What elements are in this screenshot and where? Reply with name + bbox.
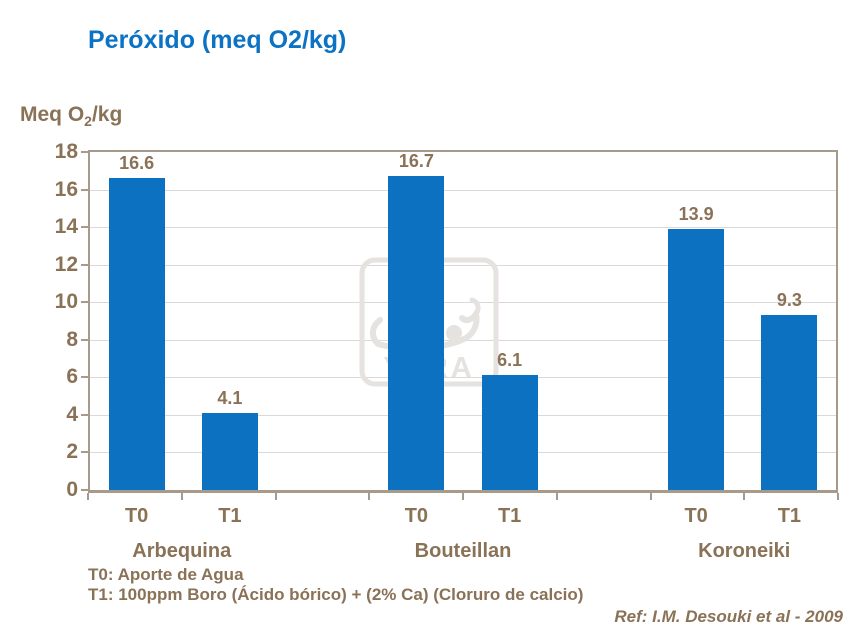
- bar-value-label: 4.1: [217, 388, 243, 409]
- reference-note: Ref: I.M. Desouki et al - 2009: [614, 607, 843, 626]
- y-axis-tick: [81, 489, 88, 491]
- x-axis-tick: [368, 493, 371, 500]
- gridline: [90, 189, 836, 191]
- page-title: Peróxido (meq O2/kg): [88, 26, 347, 54]
- x-axis-tick: [180, 493, 183, 500]
- gridline: [90, 452, 836, 454]
- bar-value-label: 16.7: [398, 151, 434, 172]
- x-axis-tick: [274, 493, 277, 500]
- y-axis-unit-post: /kg: [91, 103, 123, 126]
- x-tick-label-t0: T0: [404, 505, 429, 527]
- x-tick-label-t1: T1: [497, 505, 522, 527]
- y-axis-unit-label: Meq O2/kg: [20, 103, 122, 129]
- y-axis-tick: [81, 263, 88, 266]
- y-axis-tick: [81, 151, 88, 153]
- x-axis-tick: [462, 493, 464, 500]
- y-tick-label: 4: [66, 402, 78, 426]
- y-axis-tick: [81, 413, 88, 416]
- y-tick-label: 14: [54, 215, 78, 239]
- x-tick-label-t0: T0: [684, 505, 708, 527]
- x-axis-tick: [555, 493, 558, 500]
- y-axis-tick: [81, 188, 88, 191]
- x-tick-label-t1: T1: [777, 505, 802, 527]
- y-axis-unit-pre: Meq O: [20, 103, 85, 126]
- x-tick-label-t1: T1: [218, 505, 242, 527]
- gridline: [90, 414, 836, 416]
- footnotes: T0: Aporte de Agua T1: 100ppm Boro (Ácid…: [88, 565, 583, 605]
- gridline: [90, 264, 836, 266]
- plot-area: YARA 16.64.116.76.113.99.3: [88, 150, 838, 493]
- gridline: [90, 302, 836, 304]
- group-label-koroneiki: Koroneiki: [698, 540, 791, 562]
- y-axis-tick: [81, 376, 88, 379]
- footnote-t1: T1: 100ppm Boro (Ácido bórico) + (2% Ca)…: [88, 585, 584, 604]
- gridline: [90, 227, 836, 229]
- y-axis-tick: [81, 338, 88, 341]
- y-axis-tick: [81, 451, 88, 454]
- bar-value-label: 9.3: [776, 290, 802, 311]
- bar-value-label: 13.9: [678, 204, 714, 224]
- bar-bouteillan-t0: [388, 176, 445, 490]
- y-tick-label: 12: [54, 252, 78, 276]
- bar-koroneiki-t1: [761, 315, 818, 490]
- y-axis-unit-sub: 2: [84, 113, 92, 130]
- bar-koroneiki-t0: [668, 229, 725, 490]
- bar-bouteillan-t1: [481, 375, 538, 490]
- group-label-bouteillan: Bouteillan: [414, 540, 512, 562]
- y-tick-label: 18: [54, 140, 78, 163]
- x-axis-tick: [87, 493, 89, 500]
- x-axis-tick: [837, 493, 839, 500]
- y-tick-label: 16: [54, 177, 78, 201]
- x-axis-tick: [649, 493, 652, 500]
- y-tick-label: 10: [54, 290, 78, 314]
- bar-arbequina-t0: [108, 178, 165, 490]
- bar-value-label: 16.6: [119, 153, 155, 174]
- bar-arbequina-t1: [201, 413, 258, 490]
- y-axis-tick: [81, 301, 88, 304]
- y-tick-label: 6: [66, 365, 78, 389]
- x-axis-tick: [743, 493, 746, 500]
- y-tick-label: 2: [66, 440, 78, 464]
- bar-value-label: 6.1: [497, 350, 523, 371]
- y-axis-tick: [81, 226, 88, 229]
- x-tick-label-t0: T0: [124, 505, 149, 527]
- group-label-arbequina: Arbequina: [132, 540, 232, 562]
- footnote-t0: T0: Aporte de Agua: [88, 565, 244, 584]
- y-tick-label: 8: [66, 327, 78, 351]
- y-tick-label: 0: [66, 478, 78, 501]
- gridline: [90, 377, 836, 379]
